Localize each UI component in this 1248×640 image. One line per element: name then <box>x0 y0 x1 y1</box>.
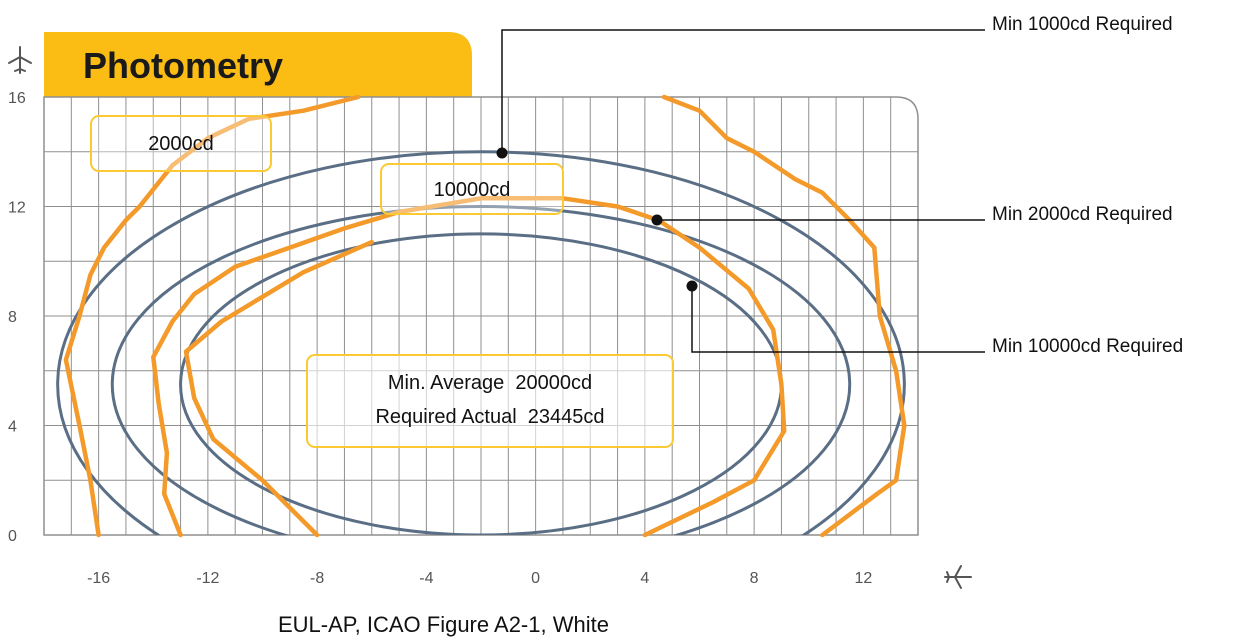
callout-text-10000cd: Min 10000cd Required <box>992 336 1183 357</box>
callout-line-10000cd <box>691 286 985 353</box>
callouts: Min 1000cd Required Min 2000cd Required … <box>496 14 1183 357</box>
page-title: Photometry <box>83 45 283 86</box>
required-ellipse <box>56 150 906 535</box>
label-2000cd: 2000cd <box>148 133 214 155</box>
label-box-10000cd <box>380 163 564 215</box>
y-tick-labels: 0 4 8 12 16 <box>8 90 26 545</box>
required-ellipse <box>110 205 852 535</box>
required-actual-text: Required Actual 23445cd <box>375 406 604 428</box>
x-tick-label: -12 <box>196 570 219 587</box>
callout-dot-10000cd <box>686 280 698 292</box>
measured-contour <box>151 196 787 538</box>
label-10000cd: 10000cd <box>434 179 511 201</box>
airplane-up-icon <box>8 46 32 74</box>
y-tick-label: 16 <box>8 90 26 107</box>
y-tick-label: 4 <box>8 419 17 436</box>
x-tick-labels: -16 -12 -8 -4 0 4 8 12 <box>87 570 872 587</box>
x-tick-label: 0 <box>531 570 540 587</box>
y-tick-label: 0 <box>8 528 17 545</box>
callout-dot-2000cd <box>651 214 663 226</box>
measured-contour <box>63 94 361 538</box>
label-box-2000cd <box>90 115 272 172</box>
measured-contour <box>661 94 907 538</box>
x-tick-label: 12 <box>854 570 872 587</box>
average-box <box>306 354 674 448</box>
x-tick-label: 4 <box>640 570 649 587</box>
x-tick-label: -16 <box>87 570 110 587</box>
measured-contours <box>63 94 907 538</box>
x-tick-label: -8 <box>310 570 324 587</box>
callout-text-2000cd: Min 2000cd Required <box>992 204 1173 225</box>
annotation-boxes: 2000cd 10000cd Min. Average 20000cd Requ… <box>90 115 674 448</box>
min-average-text: Min. Average 20000cd <box>388 372 592 394</box>
x-tick-label: 8 <box>750 570 759 587</box>
y-tick-label: 8 <box>8 309 17 326</box>
figure-caption: EUL-AP, ICAO Figure A2-1, White <box>278 612 609 637</box>
plot-frame <box>43 96 919 536</box>
callout-dot-1000cd <box>496 147 508 159</box>
callout-line-1000cd <box>501 29 985 153</box>
title-tab <box>44 32 472 97</box>
callout-text-1000cd: Min 1000cd Required <box>992 14 1173 35</box>
airplane-right-icon <box>944 565 972 589</box>
y-tick-label: 12 <box>8 200 26 217</box>
x-tick-label: -4 <box>419 570 433 587</box>
measured-contour <box>183 239 375 538</box>
